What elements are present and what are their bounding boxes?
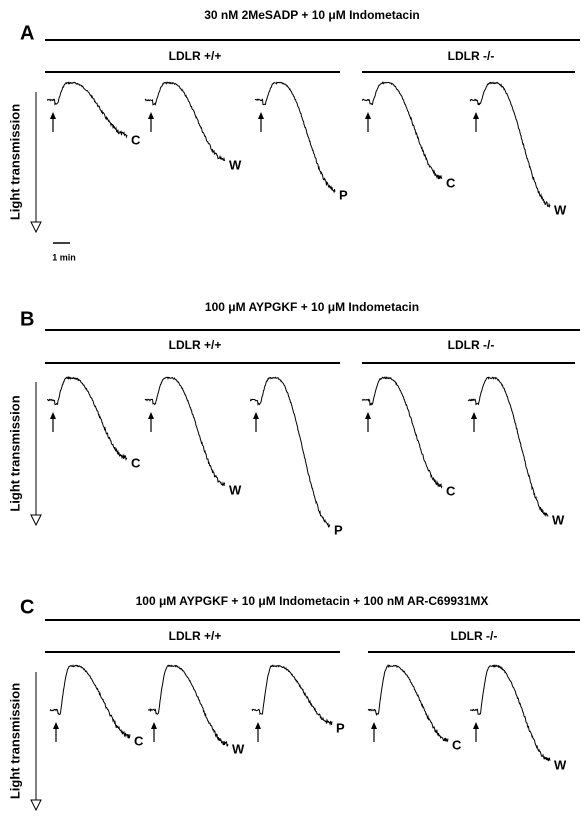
trace-label: W: [554, 757, 567, 772]
trace-label: C: [452, 737, 462, 752]
trace: [49, 664, 131, 740]
trace: [467, 376, 549, 518]
trace: [469, 664, 551, 762]
trace-label: P: [334, 522, 343, 537]
trace-label: P: [339, 187, 348, 202]
stimulus-arrowhead: [473, 722, 479, 729]
stimulus-arrowhead: [365, 412, 371, 419]
y-label: Light transmission: [7, 395, 22, 511]
stimulus-arrowhead: [255, 722, 261, 729]
trace-label: W: [552, 512, 565, 527]
stimulus-arrowhead: [371, 722, 377, 729]
trace: [469, 81, 551, 209]
group-label: LDLR -/-: [448, 338, 495, 352]
trace-label: P: [336, 720, 345, 735]
y-label: Light transmission: [7, 104, 22, 220]
panel-title: 30 nM 2MeSADP + 10 μM Indometacin: [204, 8, 420, 22]
stimulus-arrowhead: [473, 112, 479, 119]
trace: [144, 81, 226, 162]
group-label: LDLR +/+: [169, 49, 222, 63]
trace: [254, 81, 336, 194]
y-label: Light transmission: [7, 683, 22, 799]
trace-label: W: [229, 157, 242, 172]
trace-label: C: [446, 175, 456, 190]
group-label: LDLR +/+: [169, 629, 222, 643]
group-label: LDLR -/-: [451, 629, 498, 643]
stimulus-arrowhead: [50, 112, 56, 119]
trace: [361, 376, 443, 489]
trace: [46, 81, 128, 139]
stimulus-arrowhead: [148, 412, 154, 419]
stimulus-arrowhead: [253, 412, 259, 419]
trace: [361, 81, 443, 180]
trace: [367, 664, 449, 742]
stimulus-arrowhead: [151, 722, 157, 729]
trace-label: C: [131, 132, 141, 147]
stimulus-arrowhead: [148, 112, 154, 119]
stimulus-arrowhead: [50, 412, 56, 419]
stimulus-arrowhead: [258, 112, 264, 119]
panel-label: A: [20, 22, 34, 44]
trace-label: C: [134, 733, 144, 748]
trace-label: W: [554, 202, 567, 217]
stimulus-arrowhead: [471, 412, 477, 419]
group-label: LDLR -/-: [448, 49, 495, 63]
y-arrowhead: [30, 799, 42, 812]
trace: [144, 376, 226, 487]
trace: [249, 376, 331, 528]
y-arrowhead: [30, 221, 42, 234]
panel-title: 100 μM AYPGKF + 10 μM Indometacin + 100 …: [136, 594, 489, 608]
panel-label: C: [20, 596, 34, 618]
panel-label: B: [20, 308, 34, 330]
trace-label: W: [232, 741, 245, 756]
trace: [47, 376, 128, 461]
trace-label: W: [229, 482, 242, 497]
group-label: LDLR +/+: [169, 338, 222, 352]
stimulus-arrowhead: [365, 112, 371, 119]
stimulus-arrowhead: [53, 722, 59, 729]
y-arrowhead: [30, 514, 42, 527]
trace-label: C: [446, 483, 456, 498]
trace: [147, 664, 229, 747]
trace-label: C: [131, 455, 141, 470]
trace: [251, 664, 333, 726]
panel-title: 100 μM AYPGKF + 10 μM Indometacin: [205, 300, 419, 314]
scale-label: 1 min: [52, 252, 76, 262]
